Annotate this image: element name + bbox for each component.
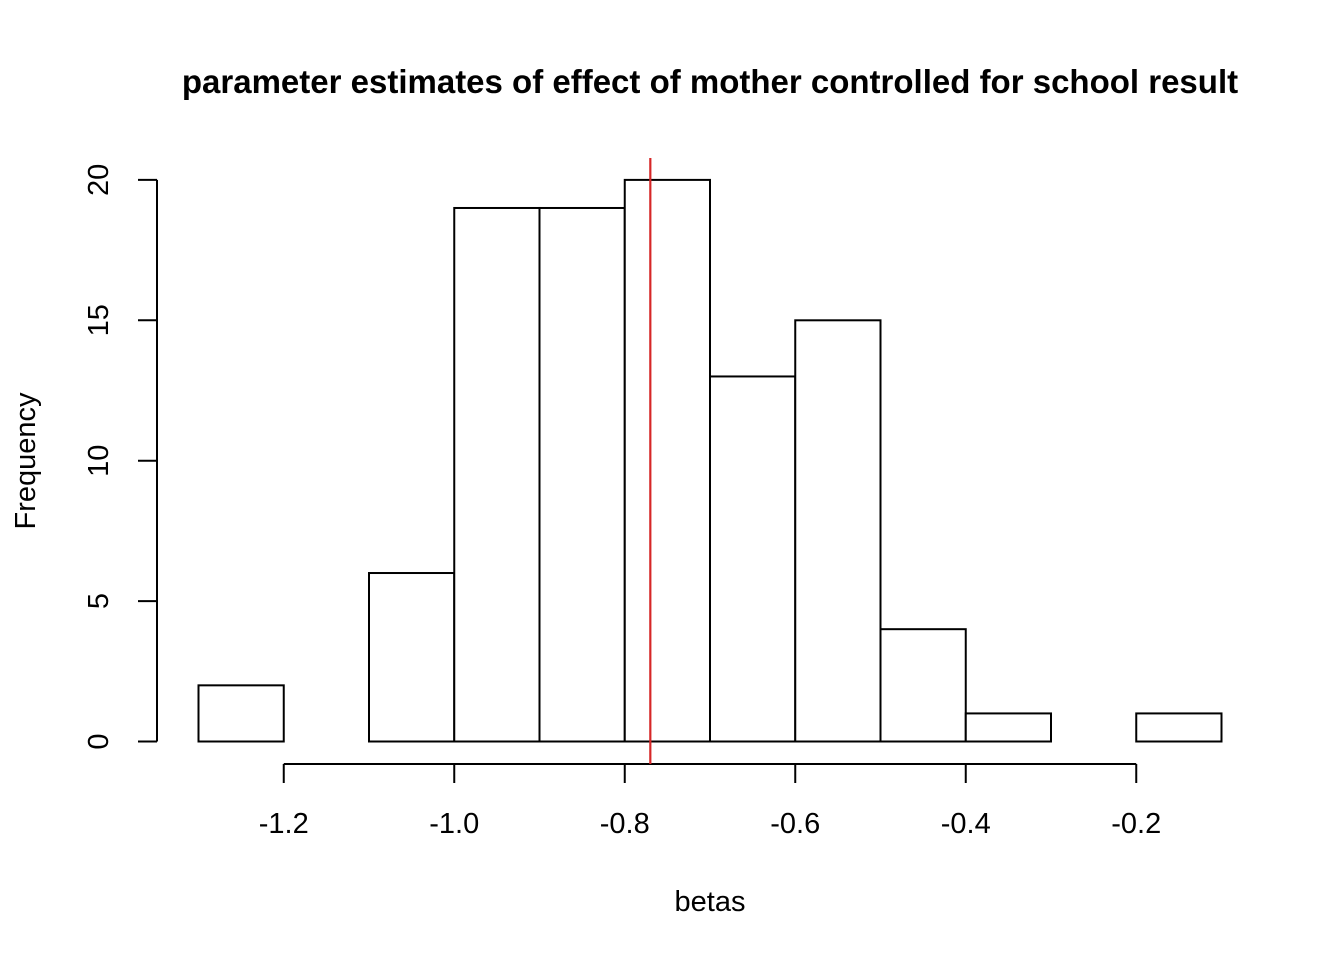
y-tick-label: 5 [83, 593, 115, 609]
y-axis-label: Frequency [10, 392, 42, 530]
x-tick-label: -0.2 [1111, 808, 1161, 840]
y-tick-label: 15 [83, 304, 115, 336]
y-tick-label: 10 [83, 445, 115, 477]
histogram-bar [709, 375, 797, 743]
histogram-bar [538, 206, 626, 743]
x-tick-label: -1.2 [259, 808, 309, 840]
y-tick-label: 20 [83, 164, 115, 196]
y-axis: 0 5 10 15 20 [83, 164, 158, 750]
histogram-bar [623, 178, 711, 743]
histogram-bar [197, 684, 285, 743]
chart-title: parameter estimates of effect of mother … [182, 63, 1238, 100]
x-tick-label: -0.4 [941, 808, 991, 840]
x-tick-label: -0.8 [600, 808, 650, 840]
histogram-bar [368, 572, 456, 743]
histogram-bar [453, 206, 541, 743]
x-axis-label: betas [675, 886, 746, 918]
histogram-bar [794, 319, 882, 743]
x-tick-label: -1.0 [429, 808, 479, 840]
histogram-bar [1135, 712, 1223, 743]
y-tick-label: 0 [83, 733, 115, 749]
histogram-bar [964, 712, 1052, 743]
x-axis: -1.2 -1.0 -0.8 -0.6 -0.4 -0.2 [259, 763, 1161, 840]
x-tick-label: -0.6 [770, 808, 820, 840]
bars-layer [197, 178, 1223, 743]
histogram-bar [879, 628, 967, 743]
